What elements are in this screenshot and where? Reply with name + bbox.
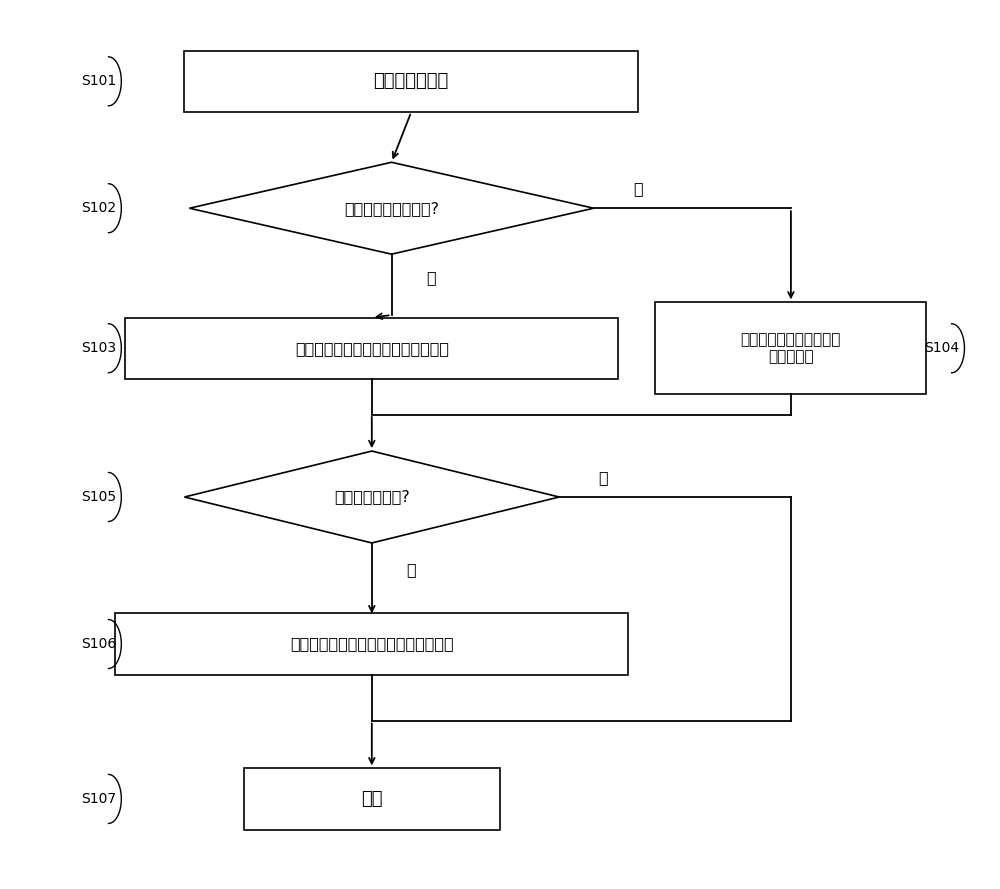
Text: 用户操作遥控器: 用户操作遥控器 [374, 72, 449, 91]
Text: 遥控器发码完毕?: 遥控器发码完毕? [334, 490, 410, 504]
Polygon shape [189, 163, 594, 254]
Text: 控制遥控器的背光亮度恢复至第二亮度: 控制遥控器的背光亮度恢复至第二亮度 [290, 637, 454, 652]
Text: 是: 是 [426, 269, 436, 284]
Text: S103: S103 [81, 341, 116, 356]
FancyBboxPatch shape [244, 768, 500, 829]
Text: 是: 是 [406, 562, 416, 577]
Text: S104: S104 [924, 341, 959, 356]
Text: 结束: 结束 [361, 790, 383, 808]
Text: S105: S105 [81, 490, 116, 504]
Text: 控制遥控器的背光亮度保
持第二亮度: 控制遥控器的背光亮度保 持第二亮度 [741, 332, 841, 364]
Text: S102: S102 [81, 201, 116, 215]
Text: 控制遥控器的背光亮度保持第一亮度: 控制遥控器的背光亮度保持第一亮度 [295, 340, 449, 356]
Text: S101: S101 [81, 75, 116, 88]
Text: 遥控器处于发码状态?: 遥控器处于发码状态? [344, 201, 439, 216]
Text: S106: S106 [81, 637, 116, 651]
Polygon shape [184, 451, 559, 543]
Text: S107: S107 [81, 792, 116, 806]
FancyBboxPatch shape [115, 613, 628, 675]
FancyBboxPatch shape [184, 51, 638, 112]
Text: 否: 否 [633, 181, 643, 196]
FancyBboxPatch shape [655, 302, 926, 394]
FancyBboxPatch shape [125, 317, 618, 379]
Text: 否: 否 [599, 470, 608, 485]
